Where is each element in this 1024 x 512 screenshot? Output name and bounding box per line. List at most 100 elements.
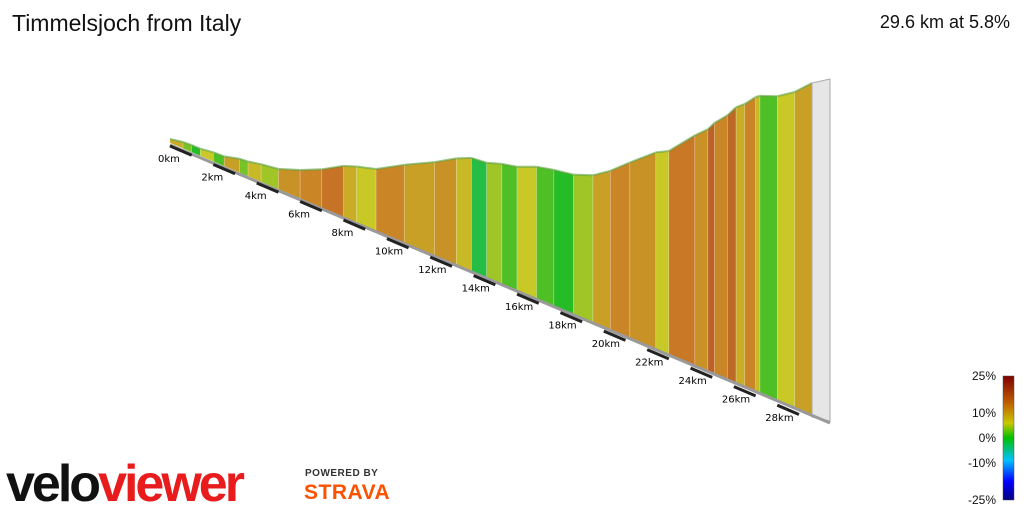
x-tick-label: 24km — [679, 376, 707, 387]
gradient-legend: 25% 10% 0% -10% -25% — [968, 369, 1015, 507]
gradient-segment — [536, 166, 555, 308]
gradient-segment — [629, 151, 657, 351]
gradient-segment — [486, 162, 503, 286]
km-marker — [603, 329, 627, 342]
profile-top-edge — [609, 161, 631, 172]
profile-top-edge — [486, 161, 502, 165]
logo-viewer-text: viewer — [98, 455, 245, 510]
x-tick-label: 6km — [288, 210, 310, 221]
gradient-segment — [759, 95, 778, 403]
x-tick-label: 22km — [635, 358, 663, 369]
km-marker — [516, 292, 540, 305]
profile-top-edge — [213, 151, 225, 158]
profile-top-edge — [182, 141, 193, 147]
profile-top-edge — [247, 160, 262, 166]
x-tick-label: 0km — [158, 154, 180, 165]
gradient-segment — [776, 91, 795, 411]
legend-tick-label: -25% — [968, 493, 996, 507]
gradient-segment — [434, 157, 457, 266]
gradient-segment — [727, 106, 737, 386]
km-marker — [689, 366, 713, 379]
x-tick-label: 16km — [505, 302, 533, 313]
profile-top-edge — [200, 147, 214, 154]
x-tick-label: 26km — [722, 395, 750, 406]
profile-top-edge — [668, 134, 696, 152]
gradient-segment — [755, 95, 761, 396]
gradient-segment — [356, 166, 377, 232]
profile-top-edge — [260, 163, 279, 170]
gradient-segment — [553, 169, 574, 316]
profile-top-edge — [300, 168, 322, 171]
x-tick-label: 2km — [201, 173, 223, 184]
km-marker — [473, 274, 496, 287]
profile-top-edge — [629, 151, 657, 164]
gradient-segment — [343, 165, 357, 224]
legend-tick-label: -10% — [968, 456, 996, 470]
profile-top-edge — [726, 106, 737, 117]
km-marker — [559, 311, 583, 324]
profile-top-edge — [501, 162, 518, 168]
x-tick-label: 20km — [592, 339, 620, 350]
profile-top-edge — [191, 144, 201, 150]
climb-summary: 29.6 km at 5.8% — [879, 12, 1010, 32]
gradient-segment — [714, 114, 728, 382]
profile-top-edge — [707, 122, 716, 130]
profile-top-edge — [224, 155, 240, 160]
gradient-colorbar — [1002, 375, 1015, 501]
x-tick-label: 12km — [418, 265, 446, 276]
gradient-segment — [516, 166, 537, 300]
km-marker — [646, 348, 670, 361]
legend-tick-label: 0% — [979, 431, 997, 445]
gradient-segment — [592, 170, 611, 332]
x-axis: 0km 2km 4km 6km 8km 10km 12km 14km 16km 18km 20km 2… — [158, 144, 800, 424]
profile-top-edge — [536, 165, 555, 171]
gradient-segment — [375, 164, 405, 244]
profile-top-edge — [404, 161, 435, 166]
gradient-segment — [471, 157, 487, 279]
legend-tick-label: 10% — [972, 406, 996, 420]
strava-logo: STRAVA — [304, 481, 391, 504]
profile-top-edge — [356, 165, 377, 171]
profile-top-edge — [471, 156, 487, 164]
profile-end-cap — [811, 78, 831, 422]
profile-top-edge — [343, 164, 357, 168]
powered-by-label: POWERED BY — [305, 468, 379, 479]
legend-tick-label: 25% — [972, 369, 996, 383]
profile-top-edge — [694, 128, 709, 137]
profile-top-edge — [755, 94, 761, 99]
profile-top-edge — [375, 163, 405, 171]
km-marker — [342, 218, 366, 231]
gradient-segment — [707, 122, 715, 376]
x-tick-label: 10km — [375, 247, 403, 258]
profile-top-edge — [713, 114, 728, 124]
km-marker — [733, 385, 757, 398]
x-tick-label: 28km — [765, 413, 793, 424]
profile-top-edge — [434, 157, 457, 164]
gradient-segment — [609, 162, 631, 340]
svg-text:veloviewer: veloviewer — [6, 455, 245, 510]
x-tick-label: 8km — [332, 228, 354, 239]
gradient-segment — [573, 174, 594, 324]
logo-velo-text: velo — [6, 455, 99, 510]
gradient-segment — [501, 163, 518, 292]
profile-top-edge — [777, 91, 795, 98]
profile-top-edge — [321, 164, 344, 171]
km-marker — [386, 237, 410, 250]
profile-top-edge — [744, 96, 757, 105]
profile-top-edge — [735, 103, 746, 109]
gradient-segment — [655, 150, 670, 357]
gradient-segment — [403, 161, 435, 257]
chart-title: Timmelsjoch from Italy — [12, 10, 242, 36]
km-marker — [776, 403, 800, 416]
profile-top-edge — [573, 173, 593, 177]
km-marker — [169, 144, 193, 157]
gradient-segment — [794, 82, 813, 418]
profile-base-edge — [169, 143, 831, 425]
profile-top-edge — [794, 82, 813, 93]
profile-top-edge — [655, 149, 669, 154]
x-tick-label: 14km — [462, 284, 490, 295]
x-tick-label: 18km — [548, 321, 576, 332]
gradient-segment — [735, 103, 746, 389]
profile-top-edge — [592, 169, 611, 177]
